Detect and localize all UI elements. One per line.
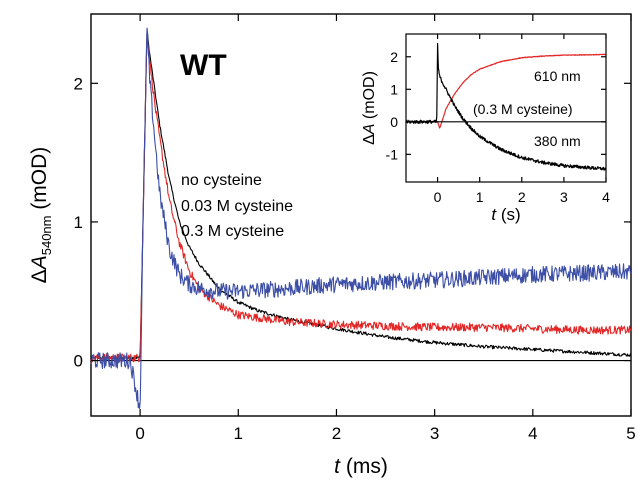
main-plot-frame	[90, 13, 632, 417]
main-series-no-cysteine	[90, 30, 632, 360]
inset-x-tick-label: 2	[518, 189, 526, 205]
inset-y-tick-label: 0	[390, 114, 398, 130]
panel-label: WT	[180, 49, 227, 82]
main-x-tick-label: 3	[430, 424, 439, 443]
main-series-0-03-m-cysteine	[90, 33, 632, 363]
inset-y-tick-label: 2	[390, 49, 398, 65]
inset-y-tick-label: 1	[390, 81, 398, 97]
legend-entry-03m-cysteine: 0.3 M cysteine	[181, 223, 284, 240]
main-y-tick-label: 0	[74, 352, 83, 371]
inset-plot-bg	[406, 34, 606, 182]
main-plot: 0 1 2 3 4 5 0 1 2 WT no cysteine 0.03 M cysteine…	[28, 13, 636, 478]
main-x-tick-label: 0	[135, 424, 144, 443]
main-y-tick-label: 1	[74, 213, 83, 232]
inset-y-tick-label: -1	[386, 146, 399, 162]
main-x-tick-label: 1	[234, 424, 243, 443]
inset-series-610-nm	[405, 53, 607, 129]
inset-x-tick-label: 0	[434, 189, 442, 205]
y-axis-label: ΔA540nm (mOD)	[28, 147, 54, 284]
main-x-tick-label: 5	[626, 424, 635, 443]
inset-y-axis-label: ΔA (mOD)	[361, 71, 378, 145]
inset-plot: 0 1 2 3 4 -1 0 1 2 610 nm (0.3 M cysteine) 380 n…	[361, 33, 610, 224]
main-y-tick-label: 2	[74, 74, 83, 93]
main-series-0-3-m-cysteine	[90, 27, 632, 409]
inset-annotation-condition: (0.3 M cysteine)	[473, 101, 573, 117]
x-axis-label: t (ms)	[334, 455, 388, 478]
inset-x-tick-label: 4	[602, 189, 610, 205]
inset-x-axis-label: t (s)	[491, 205, 520, 224]
legend-entry-no-cysteine: no cysteine	[181, 172, 262, 189]
main-x-tick-label: 2	[332, 424, 341, 443]
main-x-tick-label: 4	[528, 424, 537, 443]
inset-x-tick-label: 3	[560, 189, 568, 205]
legend-entry-003m-cysteine: 0.03 M cysteine	[181, 198, 293, 215]
inset-annotation-610nm: 610 nm	[534, 68, 581, 84]
inset-plot-frame	[405, 33, 607, 183]
legend: no cysteine 0.03 M cysteine 0.3 M cystei…	[181, 172, 293, 240]
inset-x-tick-label: 1	[476, 189, 484, 205]
inset-series-380-nm	[405, 43, 607, 171]
inset-annotation-380nm: 380 nm	[534, 133, 581, 149]
